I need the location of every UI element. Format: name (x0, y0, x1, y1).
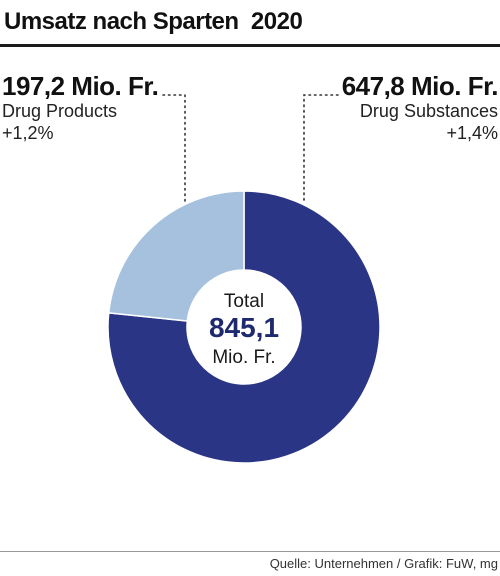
drug-products-value: 197,2 Mio. Fr. (2, 71, 159, 101)
drug-substances-name: Drug Substances (359, 101, 498, 121)
donut-slice-drug-substances (107, 190, 381, 464)
center-total-unit: Mio. Fr. (212, 347, 275, 368)
center-total-value: 845,1 (209, 312, 279, 343)
drug-products-change: +1,2% (2, 123, 54, 143)
drug-products-name: Drug Products (2, 101, 118, 121)
drug-products-label: 197,2 Mio. Fr. Drug Products +1,2% (2, 71, 159, 144)
drug-substances-label: 647,8 Mio. Fr. Drug Substances +1,4% (341, 71, 499, 144)
donut-slice-drug-products (107, 190, 245, 322)
leader-line-drug-substances (303, 94, 339, 204)
chart-title: Umsatz nach Sparten 2020 (4, 8, 303, 35)
source-rule (0, 551, 500, 552)
source-note: Quelle: Unternehmen / Grafik: FuW, mg (269, 556, 498, 571)
leader-line-drug-products (162, 94, 186, 204)
drug-substances-value: 647,8 Mio. Fr. (341, 71, 499, 101)
drug-substances-change: +1,4% (446, 123, 498, 143)
center-total-label: Total (224, 291, 264, 312)
title-rule (0, 44, 500, 47)
